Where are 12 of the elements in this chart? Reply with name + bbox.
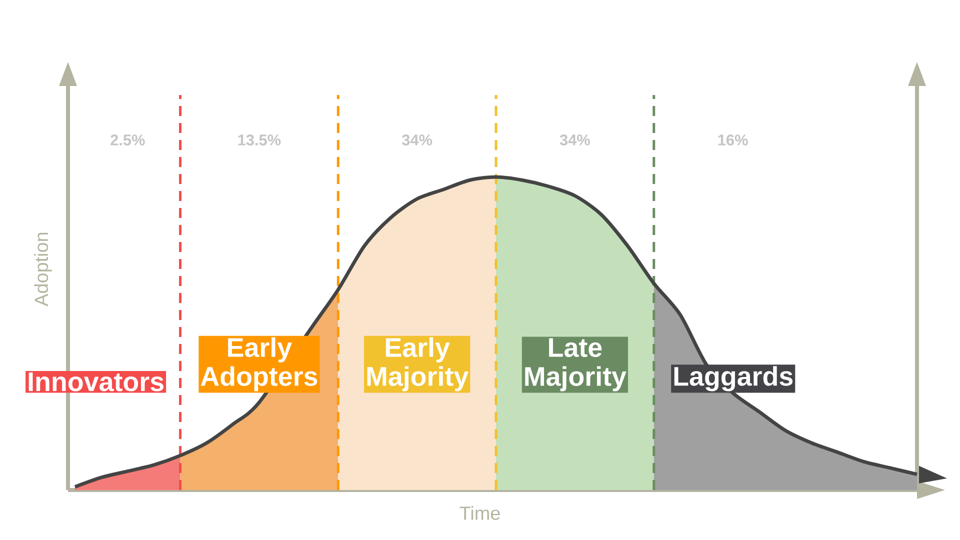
y-axis-title: Adoption — [34, 232, 52, 306]
text: 34% — [402, 134, 432, 146]
x-axis-title: Time — [460, 506, 500, 520]
series-label: Early Adopters — [200, 337, 318, 392]
text: 13.5% — [238, 134, 281, 146]
text: 2.5% — [110, 134, 145, 146]
series-label: Laggards — [674, 366, 793, 392]
series-label: Late Majority — [525, 338, 626, 392]
text: 16% — [718, 134, 748, 146]
text: Innovators — [28, 372, 164, 392]
series-label: Early Majority — [367, 337, 468, 392]
text: 34% — [560, 134, 590, 146]
